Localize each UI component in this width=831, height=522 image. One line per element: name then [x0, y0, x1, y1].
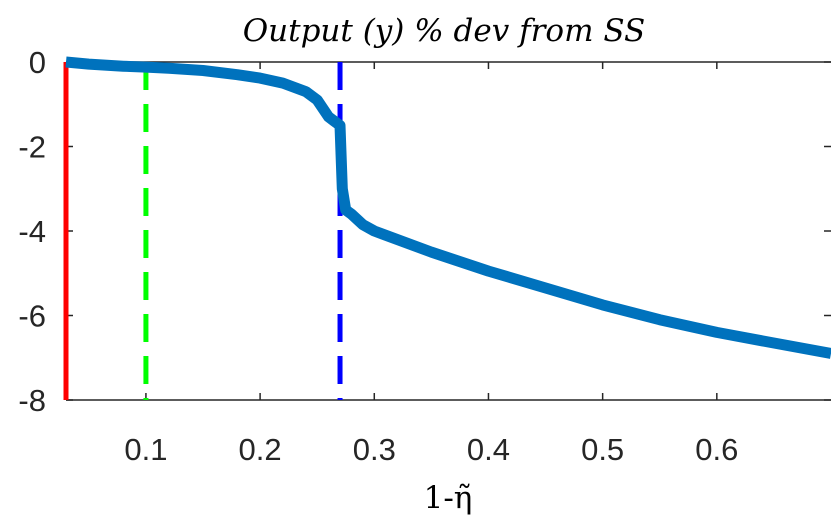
x-tick-label: 0.1	[124, 432, 167, 467]
x-tick-label: 0.4	[467, 432, 510, 467]
y-tick-label: 0	[29, 45, 46, 80]
y-tick-label: -8	[18, 383, 46, 418]
y-tick-label: -4	[18, 214, 46, 249]
x-tick-label: 0.6	[695, 432, 738, 467]
y-tick-label: -2	[18, 130, 46, 165]
series-line	[65, 56, 831, 359]
x-tick-label: 0.3	[353, 432, 396, 467]
reference-lines	[63, 62, 343, 400]
series-group	[65, 56, 831, 359]
x-tick-label: 0.5	[581, 432, 624, 467]
y-tick-label: -6	[18, 299, 46, 334]
x-axis-label: 1-η̃	[424, 480, 473, 516]
x-tick-label: 0.2	[239, 432, 282, 467]
chart-title: Output (y) % dev from SS	[243, 13, 646, 49]
